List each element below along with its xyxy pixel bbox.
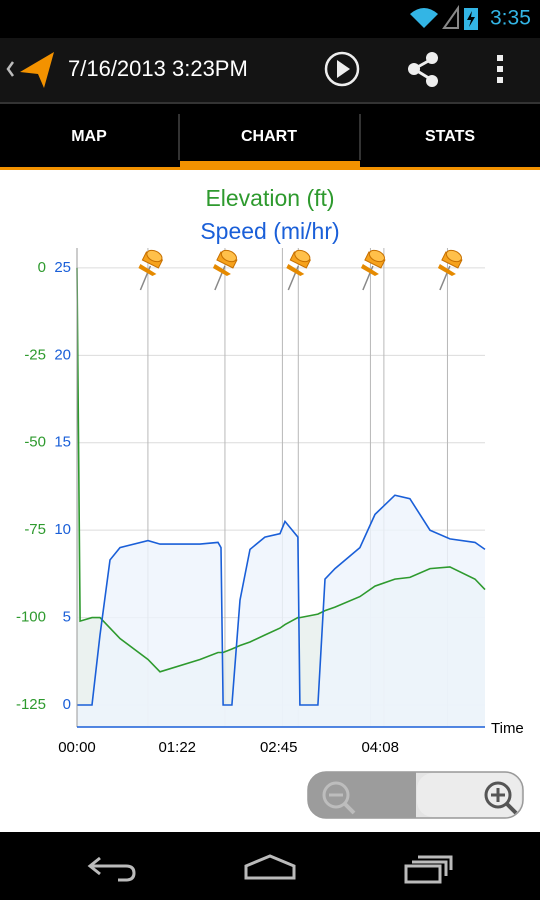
plot: 0 -25 -50 -75 -100 -125 0 5 10 15 20 25 00:00 01:22 02… — [16, 248, 486, 756]
wifi-icon — [410, 8, 438, 28]
x-tick-label: 04:08 — [361, 739, 399, 756]
pin-top — [220, 249, 237, 263]
pin-base — [286, 264, 305, 276]
signal-icon — [442, 4, 459, 29]
y-tick-label: -50 — [24, 434, 46, 451]
series-line — [76, 267, 486, 673]
x-axis-label: Time — [491, 720, 524, 737]
x-tick-label: 00:00 — [58, 739, 96, 756]
tab-label[interactable]: CHART — [241, 128, 297, 145]
y2-tick-label: 10 — [54, 521, 71, 538]
back-button[interactable] — [87, 856, 136, 882]
pin[interactable] — [212, 248, 238, 291]
charge-icon — [467, 11, 475, 27]
pin-top — [445, 249, 462, 263]
x-tick-label: 01:22 — [158, 739, 196, 756]
pin-top — [368, 249, 385, 263]
y-tick-label: -25 — [24, 346, 46, 363]
pin-base — [138, 264, 157, 276]
status-time: 3:35 — [490, 7, 531, 30]
pin[interactable] — [360, 248, 386, 291]
y-tick-label: 0 — [38, 259, 46, 276]
pin[interactable] — [138, 248, 164, 291]
pin[interactable] — [437, 248, 463, 291]
tab-indicator — [180, 161, 360, 168]
pin-base — [437, 264, 456, 276]
recents-button[interactable] — [404, 855, 453, 884]
tab-label[interactable]: MAP — [71, 128, 107, 145]
share-button[interactable] — [408, 52, 438, 87]
pin-base — [212, 264, 231, 276]
y-tick-label: -100 — [16, 609, 46, 626]
y2-tick-label: 0 — [63, 696, 71, 713]
y-tick-label: -125 — [16, 696, 46, 713]
pin-top — [294, 249, 311, 263]
y2-tick-label: 25 — [54, 259, 71, 276]
chart-subtitle: Speed (mi/hr) — [200, 218, 339, 244]
pin[interactable] — [286, 248, 311, 291]
content — [0, 170, 540, 832]
action-title: 7/16/2013 3:23PM — [68, 56, 248, 81]
tab-underline — [0, 167, 540, 170]
up-caret[interactable] — [6, 61, 15, 77]
app-icon[interactable] — [20, 52, 54, 88]
play-button[interactable] — [324, 51, 360, 87]
nav-bar — [0, 832, 540, 900]
y2-tick-label: 5 — [63, 609, 71, 626]
tab-bar — [0, 102, 540, 168]
y-tick-label: -75 — [24, 521, 46, 538]
series-line — [77, 494, 486, 706]
y2-tick-label: 20 — [54, 346, 71, 363]
series-area — [77, 495, 485, 727]
tab-label[interactable]: STATS — [425, 128, 475, 145]
home-button[interactable] — [244, 854, 296, 880]
action-bar — [0, 38, 540, 102]
play-icon — [337, 60, 350, 78]
zoom-control — [307, 771, 524, 819]
zoom-in-button[interactable] — [417, 773, 521, 817]
overflow-menu[interactable] — [497, 55, 503, 83]
x-tick-label: 02:45 — [260, 739, 298, 756]
pin-top — [146, 249, 163, 263]
chart-title: Elevation (ft) — [205, 185, 334, 211]
y2-tick-label: 15 — [54, 434, 71, 451]
pin-base — [360, 264, 379, 276]
